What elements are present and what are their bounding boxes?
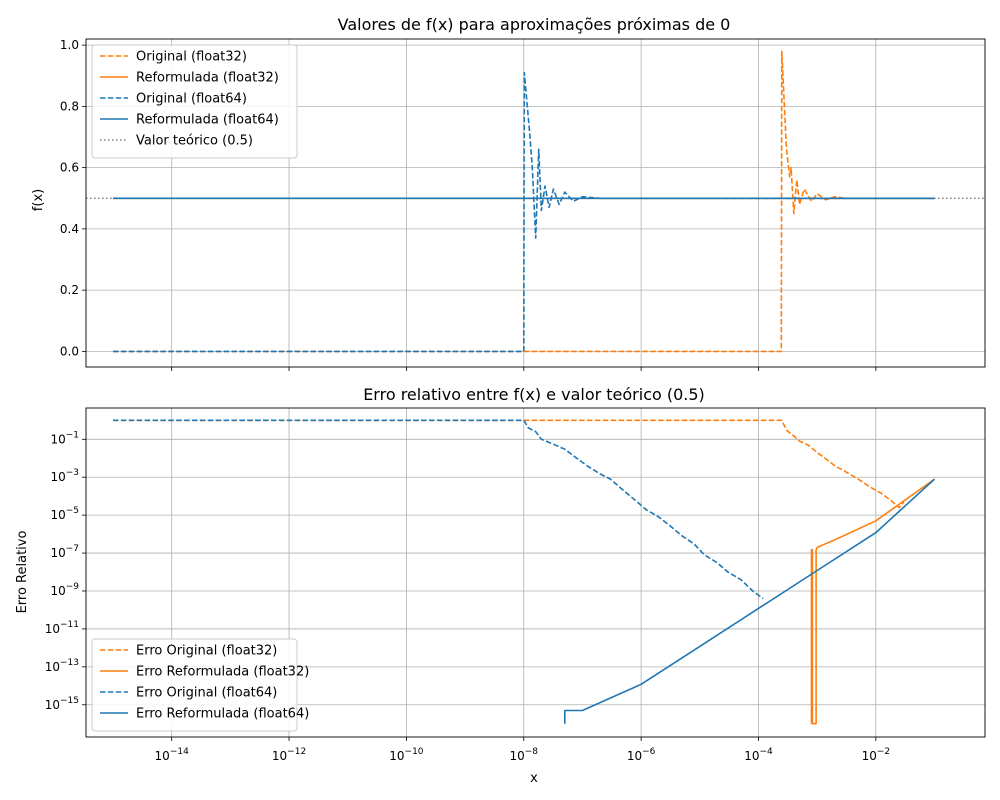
top-plot-frame	[85, 38, 986, 368]
top-panel: Valores de f(x) para aproximações próxim…	[31, 15, 986, 371]
legend-entry-label: Reformulada (float64)	[136, 113, 279, 128]
bottom-x-tick-label: 10−6	[627, 747, 656, 763]
bottom-y-tick-label: 10−5	[50, 506, 79, 522]
legend-entry-label: Erro Reformulada (float64)	[136, 707, 309, 722]
legend-entry-label: Erro Original (float32)	[136, 644, 277, 659]
legend-box	[91, 638, 298, 732]
bottom-y-tick-label: 10−1	[50, 430, 79, 446]
top-series-line-2	[113, 71, 935, 353]
bottom-y-tick-label: 10−15	[45, 696, 79, 712]
top-y-tick-label: 0.4	[60, 222, 79, 236]
bottom-chart-title: Erro relativo entre f(x) e valor teórico…	[363, 385, 705, 404]
top-y-axis-label: f(x)	[31, 189, 46, 211]
top-y-tick-label: 0.2	[60, 283, 79, 297]
top-y-tick-label: 0.6	[60, 161, 79, 175]
top-y-tick-label: 0.0	[60, 344, 79, 358]
legend-entry-label: Valor teórico (0.5)	[136, 134, 253, 149]
legend-entry-label: Original (float64)	[136, 92, 247, 107]
bottom-y-axis-label: Erro Relativo	[15, 531, 30, 614]
bottom-y-tick-label: 10−3	[50, 468, 79, 484]
bottom-panel: Erro relativo entre f(x) e valor teórico…	[15, 385, 986, 786]
top-chart-title: Valores de f(x) para aproximações próxim…	[338, 15, 731, 34]
bottom-series-line-2	[113, 419, 764, 600]
bottom-series-line-3	[563, 478, 936, 724]
legend-entry-label: Erro Reformulada (float32)	[136, 665, 309, 680]
bottom-x-tick-label: 10−2	[862, 747, 891, 763]
bottom-series-line-1	[810, 478, 935, 725]
bottom-y-tick-label: 10−11	[45, 620, 79, 636]
bottom-x-tick-label: 10−12	[272, 747, 306, 763]
bottom-series-group	[113, 419, 936, 725]
bottom-x-tick-label: 10−4	[744, 747, 773, 763]
bottom-series-line-0	[113, 419, 905, 509]
top-y-tick-label: 0.8	[60, 99, 79, 113]
bottom-x-tick-label: 10−8	[509, 747, 538, 763]
bottom-y-tick-label: 10−9	[50, 582, 79, 598]
bottom-x-axis-label: x	[530, 771, 538, 786]
legend-entry-label: Erro Original (float64)	[136, 686, 277, 701]
bottom-plot-frame	[85, 407, 986, 738]
legend-entry-label: Original (float32)	[136, 50, 247, 65]
bottom-y-tick-label: 10−13	[45, 658, 79, 674]
legend-box	[91, 44, 298, 159]
bottom-x-tick-label: 10−10	[389, 747, 424, 763]
bottom-x-tick-label: 10−14	[155, 747, 190, 763]
bottom-y-tick-label: 10−7	[50, 544, 79, 560]
legend-entry-label: Reformulada (float32)	[136, 71, 279, 86]
top-y-tick-label: 1.0	[60, 38, 79, 52]
